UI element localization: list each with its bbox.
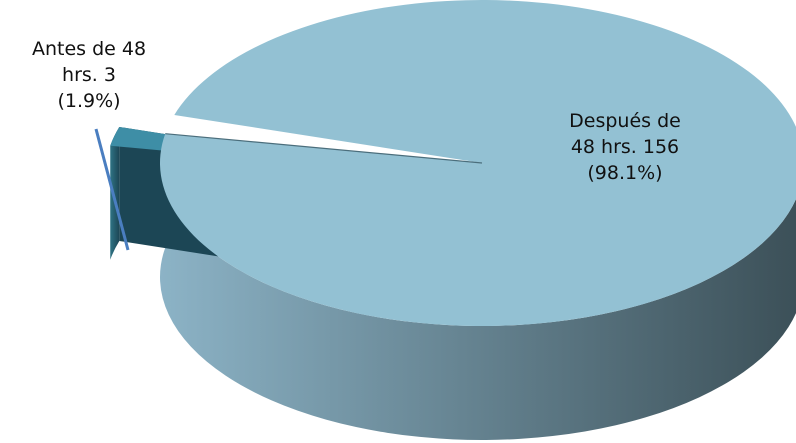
slice-after-48h-side (160, 133, 796, 440)
slice-label-before-48h: Antes de 48 hrs. 3 (1.9%) (32, 36, 146, 114)
slice-label-before-48h-line-2: hrs. 3 (62, 64, 116, 86)
slice-label-after-48h-line-1: Después de (569, 110, 681, 132)
slice-label-after-48h-line-3: (98.1%) (587, 162, 663, 184)
slice-label-after-48h-line-2: 48 hrs. 156 (570, 136, 680, 158)
slice-label-after-48h: Después de 48 hrs. 156 (98.1%) (569, 108, 681, 186)
slice-after-48h-cut-edge (165, 133, 483, 164)
slice-label-before-48h-line-1: Antes de 48 (31, 38, 147, 60)
slice-label-before-48h-line-3: (1.9%) (57, 90, 121, 112)
slice-before-48h-outer-face (110, 126, 120, 260)
leader-line-before-48h (94, 128, 130, 251)
